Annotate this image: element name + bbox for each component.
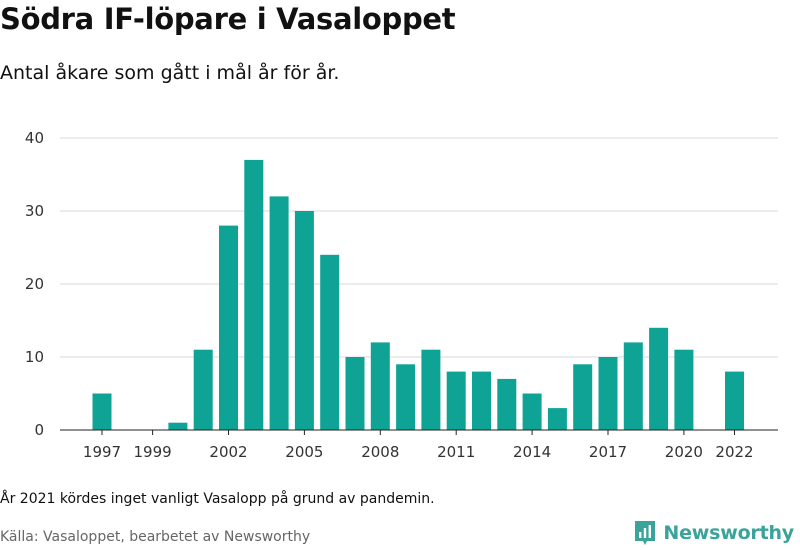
bar-2017: [598, 357, 618, 430]
x-tick-label: 1999: [134, 443, 172, 461]
y-tick-label: 40: [25, 129, 44, 147]
bar-2018: [623, 342, 643, 430]
bars: [92, 159, 744, 430]
x-tick-label: 2022: [715, 443, 753, 461]
newsworthy-logo-icon: [635, 521, 656, 545]
y-tick-label: 20: [25, 275, 44, 293]
bar-2008: [370, 342, 390, 430]
bar-2014: [522, 393, 542, 430]
gridlines: [60, 137, 778, 358]
x-tick-label: 2002: [209, 443, 247, 461]
bar-2001: [193, 349, 213, 430]
bar-2016: [573, 364, 593, 430]
bar-2012: [472, 371, 491, 430]
y-axis-ticks: 0 10 20 30 40: [25, 129, 44, 439]
x-tick-label: 2017: [589, 443, 627, 461]
bar-2005: [294, 211, 314, 430]
bar-2002: [219, 225, 238, 430]
x-axis-ticks: 1997 1999 2002 2005 2008 2011 2014 2017 2020 2022: [83, 430, 754, 461]
bar-2009: [396, 364, 416, 430]
bar-2010: [421, 349, 441, 430]
y-tick-label: 0: [34, 421, 44, 439]
x-tick-label: 2008: [361, 443, 399, 461]
bar-2006: [320, 254, 340, 430]
bar-2013: [497, 378, 517, 430]
bar-1997: [92, 393, 112, 430]
bar-2000: [168, 422, 188, 430]
bar-2003: [244, 159, 264, 430]
x-tick-label: 2005: [285, 443, 323, 461]
y-tick-label: 30: [25, 202, 44, 220]
chart-subtitle: Antal åkare som gått i mål år för år.: [0, 62, 340, 84]
chart-source: Källa: Vasaloppet, bearbetet av Newswort…: [0, 529, 311, 545]
bar-2011: [446, 371, 466, 430]
x-tick-label: 1997: [83, 443, 121, 461]
bar-2019: [649, 327, 669, 430]
bar-2007: [345, 357, 365, 430]
bar-2020: [674, 349, 694, 430]
bar-chart: 0 10 20 30 40 1997 1999 2002 2005 2008 2011 2014 20…: [25, 129, 778, 461]
newsworthy-logo: Newsworthy: [633, 519, 794, 547]
bar-2022: [725, 371, 744, 430]
x-tick-label: 2011: [437, 443, 475, 461]
y-tick-label: 10: [25, 348, 44, 366]
bar-2015: [547, 408, 567, 430]
bar-2004: [269, 196, 289, 430]
chart-note: År 2021 kördes inget vanligt Vasalopp på…: [0, 491, 435, 507]
newsworthy-logo-text: Newsworthy: [663, 522, 794, 544]
chart-title: Södra IF-löpare i Vasaloppet: [0, 2, 456, 36]
x-tick-label: 2020: [665, 443, 703, 461]
x-tick-label: 2014: [513, 443, 551, 461]
